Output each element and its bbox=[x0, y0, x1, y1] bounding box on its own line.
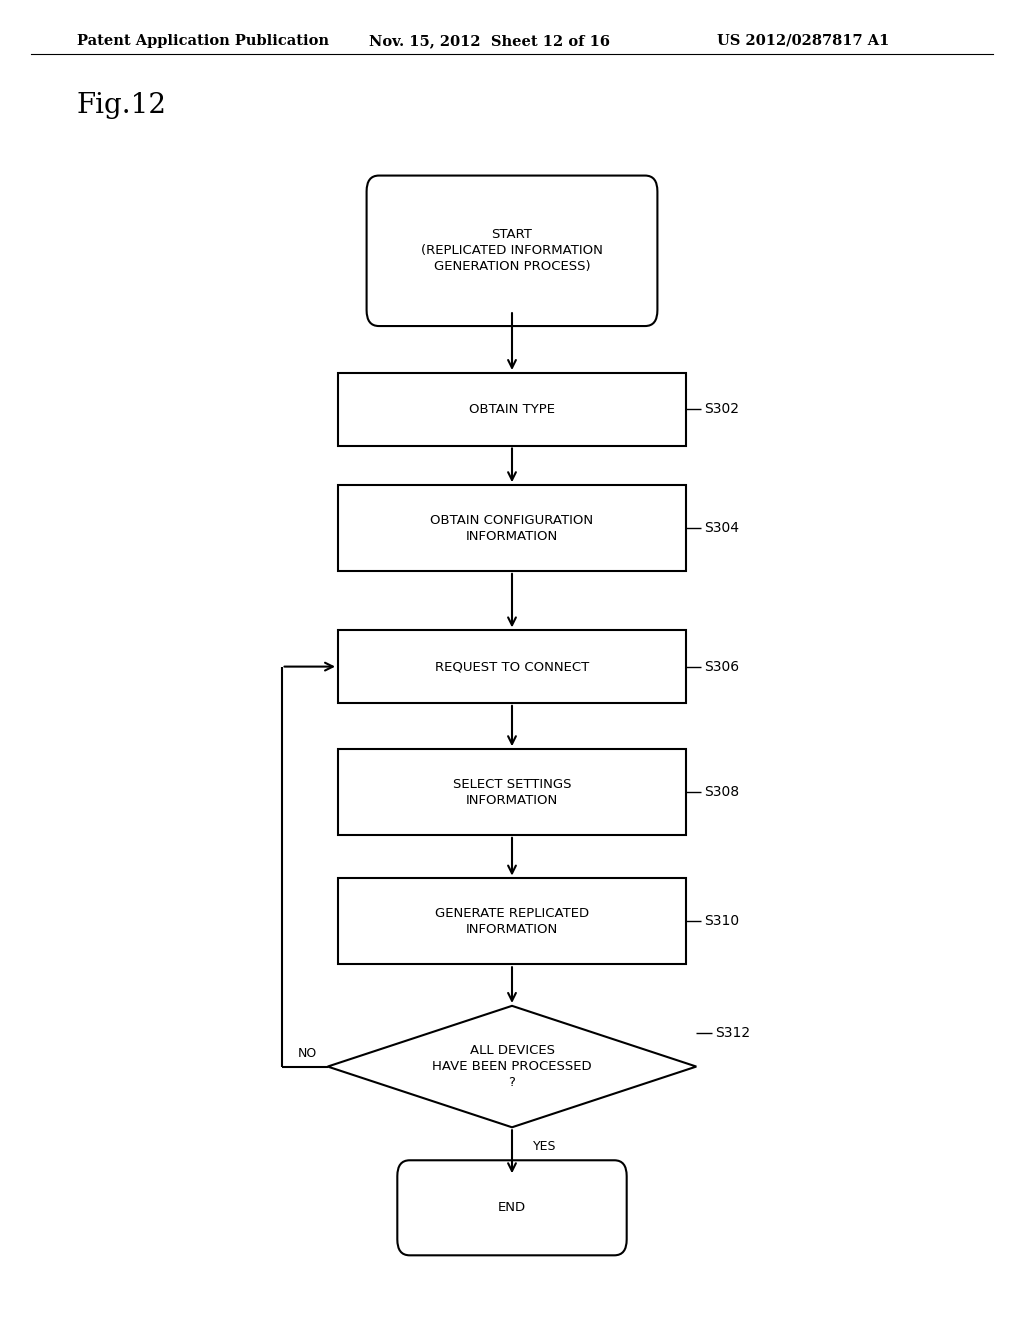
Bar bbox=[338, 484, 686, 570]
Bar bbox=[338, 372, 686, 446]
Text: S306: S306 bbox=[705, 660, 739, 673]
Bar bbox=[338, 631, 686, 704]
Bar bbox=[338, 748, 686, 834]
Text: REQUEST TO CONNECT: REQUEST TO CONNECT bbox=[435, 660, 589, 673]
Text: S308: S308 bbox=[705, 785, 739, 799]
Text: OBTAIN TYPE: OBTAIN TYPE bbox=[469, 403, 555, 416]
Text: Fig.12: Fig.12 bbox=[77, 92, 167, 119]
FancyBboxPatch shape bbox=[367, 176, 657, 326]
Polygon shape bbox=[328, 1006, 696, 1127]
FancyBboxPatch shape bbox=[397, 1160, 627, 1255]
Text: START
(REPLICATED INFORMATION
GENERATION PROCESS): START (REPLICATED INFORMATION GENERATION… bbox=[421, 228, 603, 273]
Text: S312: S312 bbox=[715, 1026, 750, 1040]
Text: Nov. 15, 2012  Sheet 12 of 16: Nov. 15, 2012 Sheet 12 of 16 bbox=[369, 34, 609, 48]
Text: S302: S302 bbox=[705, 403, 739, 416]
Text: Patent Application Publication: Patent Application Publication bbox=[77, 34, 329, 48]
Text: SELECT SETTINGS
INFORMATION: SELECT SETTINGS INFORMATION bbox=[453, 777, 571, 807]
Text: ALL DEVICES
HAVE BEEN PROCESSED
?: ALL DEVICES HAVE BEEN PROCESSED ? bbox=[432, 1044, 592, 1089]
Text: OBTAIN CONFIGURATION
INFORMATION: OBTAIN CONFIGURATION INFORMATION bbox=[430, 513, 594, 543]
Bar bbox=[338, 879, 686, 964]
Text: YES: YES bbox=[532, 1140, 556, 1154]
Text: US 2012/0287817 A1: US 2012/0287817 A1 bbox=[717, 34, 889, 48]
Text: GENERATE REPLICATED
INFORMATION: GENERATE REPLICATED INFORMATION bbox=[435, 907, 589, 936]
Text: S304: S304 bbox=[705, 521, 739, 535]
Text: NO: NO bbox=[298, 1047, 317, 1060]
Text: S310: S310 bbox=[705, 915, 739, 928]
Text: END: END bbox=[498, 1201, 526, 1214]
